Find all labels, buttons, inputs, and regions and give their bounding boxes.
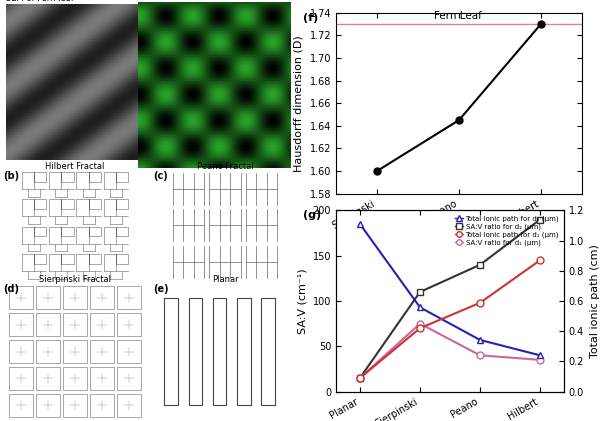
Bar xyxy=(262,298,275,405)
Bar xyxy=(63,367,87,390)
Bar xyxy=(90,367,114,390)
Bar xyxy=(63,394,87,417)
Text: (b): (b) xyxy=(3,171,19,181)
Title: Planar: Planar xyxy=(212,275,238,284)
Bar xyxy=(10,313,33,336)
Bar xyxy=(36,340,60,363)
Bar xyxy=(36,367,60,390)
Text: SEM of Fern leaf: SEM of Fern leaf xyxy=(6,0,74,3)
Text: (g): (g) xyxy=(303,210,321,221)
Bar xyxy=(36,286,60,309)
Bar xyxy=(117,313,140,336)
Text: (e): (e) xyxy=(153,284,169,294)
Bar xyxy=(117,286,140,309)
Bar xyxy=(36,394,60,417)
Bar xyxy=(117,367,140,390)
Bar xyxy=(117,340,140,363)
Bar xyxy=(213,298,226,405)
Bar xyxy=(63,313,87,336)
Bar xyxy=(188,298,202,405)
Title: Sierpinski Fractal: Sierpinski Fractal xyxy=(39,275,111,284)
Bar xyxy=(10,367,33,390)
Text: (d): (d) xyxy=(3,284,19,294)
Bar xyxy=(164,298,178,405)
Title: Peano Fractal: Peano Fractal xyxy=(197,162,253,171)
Bar xyxy=(36,313,60,336)
Bar xyxy=(90,286,114,309)
Bar xyxy=(63,340,87,363)
Bar xyxy=(63,286,87,309)
Bar xyxy=(10,340,33,363)
Y-axis label: Total ionic path (cm): Total ionic path (cm) xyxy=(590,244,600,358)
Title: Hilbert Fractal: Hilbert Fractal xyxy=(46,162,104,171)
Y-axis label: Hausdorff dimension (D): Hausdorff dimension (D) xyxy=(294,35,304,171)
Text: (f): (f) xyxy=(303,13,318,23)
Bar xyxy=(10,286,33,309)
Text: (a): (a) xyxy=(6,7,22,17)
Text: (c): (c) xyxy=(153,171,168,181)
Legend: Total ionic path for d₂ (μm), SA:V ratio for d₂ (μm), Total ionic path for d₁ (μ: Total ionic path for d₂ (μm), SA:V ratio… xyxy=(454,214,560,247)
Bar xyxy=(90,394,114,417)
Bar xyxy=(10,394,33,417)
Bar xyxy=(237,298,251,405)
Y-axis label: SA:V (cm⁻¹): SA:V (cm⁻¹) xyxy=(297,268,307,334)
Bar xyxy=(90,340,114,363)
Text: Fern Leaf: Fern Leaf xyxy=(434,11,482,21)
Bar xyxy=(90,313,114,336)
Bar xyxy=(117,394,140,417)
